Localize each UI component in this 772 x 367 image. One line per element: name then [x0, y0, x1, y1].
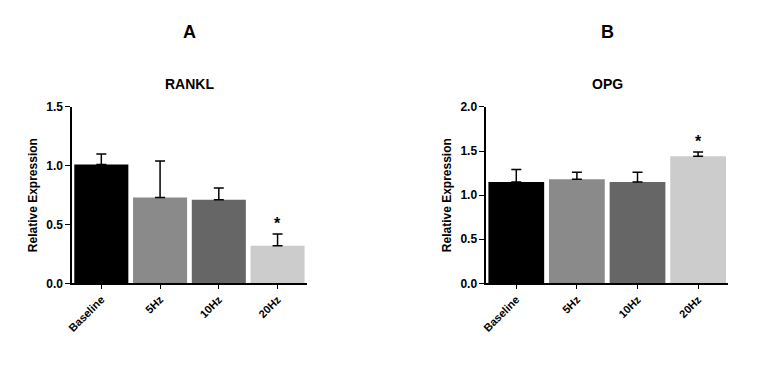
svg-text:20Hz: 20Hz: [256, 293, 283, 320]
svg-text:0.5: 0.5: [46, 218, 63, 232]
svg-text:*: *: [695, 133, 702, 150]
svg-text:10Hz: 10Hz: [197, 293, 224, 320]
svg-text:1.0: 1.0: [460, 188, 477, 202]
svg-text:10Hz: 10Hz: [616, 293, 643, 320]
svg-text:0.5: 0.5: [460, 232, 477, 246]
svg-text:Baseline: Baseline: [66, 293, 106, 333]
svg-text:0.0: 0.0: [46, 277, 63, 291]
svg-text:5Hz: 5Hz: [143, 293, 166, 316]
svg-text:0.0: 0.0: [460, 277, 477, 291]
svg-text:Relative Expression: Relative Expression: [440, 138, 454, 252]
svg-text:*: *: [274, 215, 281, 232]
svg-text:Baseline: Baseline: [481, 293, 521, 333]
svg-text:RANKL: RANKL: [165, 76, 214, 92]
svg-text:20Hz: 20Hz: [677, 293, 704, 320]
svg-text:1.5: 1.5: [46, 100, 63, 114]
svg-text:Relative Expression: Relative Expression: [26, 138, 40, 252]
svg-text:B: B: [601, 22, 614, 42]
svg-text:1.5: 1.5: [460, 144, 477, 158]
svg-text:A: A: [183, 22, 196, 42]
svg-text:5Hz: 5Hz: [560, 293, 583, 316]
svg-text:OPG: OPG: [592, 76, 623, 92]
svg-text:1.0: 1.0: [46, 159, 63, 173]
svg-text:2.0: 2.0: [460, 100, 477, 114]
